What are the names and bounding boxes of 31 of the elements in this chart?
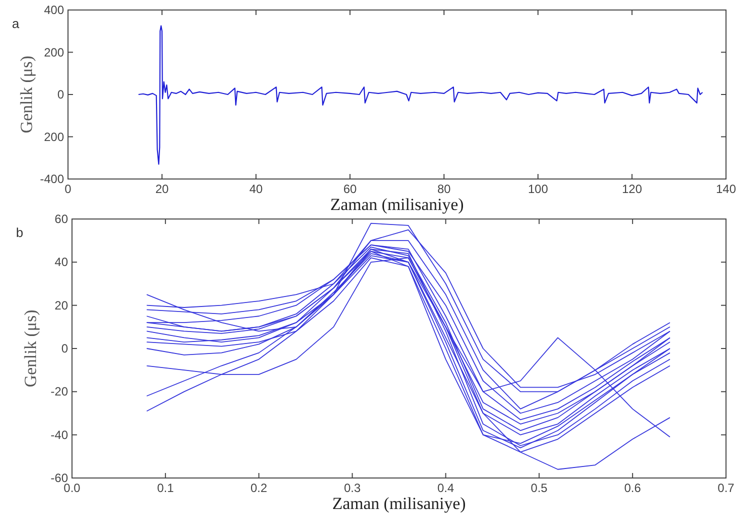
y-axis-title: Genlik (μs) [17,56,36,134]
x-tick-label: 120 [622,182,642,196]
x-tick-label: 0.7 [718,481,735,495]
x-tick-label: 20 [155,182,169,196]
x-axis-title: Zaman (milisaniye) [332,494,466,513]
y-tick-label: 20 [54,298,68,312]
y-tick-label: 200 [44,130,64,144]
x-tick-label: 0.6 [624,481,642,495]
x-tick-label: 0.2 [250,481,268,495]
x-tick-label: 0.3 [344,481,361,495]
y-tick-label: 400 [44,3,64,17]
x-tick-label: 0.4 [437,481,454,495]
x-tick-label: 100 [528,182,548,196]
x-tick-label: 40 [249,182,263,196]
x-tick-label: 0.1 [157,481,174,495]
x-tick-label: 140 [716,182,736,196]
x-axis-title: Zaman (milisaniye) [330,195,464,214]
x-tick-label: 0.5 [530,481,548,495]
y-tick-label: -20 [50,384,68,399]
y-tick-label: 0 [57,88,64,102]
y-tick-label: 40 [54,255,68,270]
y-tick-label: -400 [40,172,64,186]
y-tick-label: -40 [50,428,68,442]
y-axis-title: Genlik (μs) [21,310,40,388]
x-tick-label: 60 [343,182,357,196]
y-tick-label: 60 [54,212,68,226]
text: a [12,16,20,31]
y-tick-label: 200 [44,45,64,60]
text: b [16,225,24,240]
x-tick-label: 80 [437,182,451,196]
y-tick-label: 0 [61,342,68,356]
